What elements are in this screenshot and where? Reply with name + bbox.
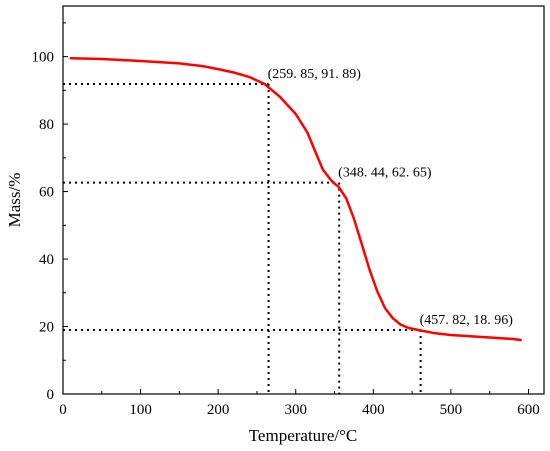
- x-tick-label: 400: [362, 402, 385, 418]
- y-tick-label: 80: [39, 117, 54, 133]
- y-axis-ticks: 0 20 40 60 80 100: [32, 22, 68, 403]
- x-tick-label: 100: [129, 402, 152, 418]
- y-tick-label: 0: [47, 387, 55, 403]
- x-tick-label: 300: [284, 402, 307, 418]
- x-tick-label: 200: [207, 402, 230, 418]
- mass-curve: [69, 57, 522, 342]
- annotation-label: (457. 82, 18. 96): [420, 313, 514, 328]
- y-tick-label: 40: [39, 252, 54, 268]
- annotation-label: (348. 44, 62. 65): [338, 166, 432, 181]
- x-tick-label: 0: [59, 402, 67, 418]
- x-axis-ticks: 0 100 200 300 400 500 600: [59, 389, 540, 418]
- y-tick-label: 60: [39, 185, 54, 201]
- y-tick-label: 100: [32, 50, 55, 66]
- annotations-group: (259. 85, 91. 89) (348. 44, 62. 65) (457. …: [268, 67, 514, 328]
- y-axis-title: Mass/%: [5, 173, 24, 228]
- y-tick-label: 20: [39, 320, 54, 336]
- annotation-label: (259. 85, 91. 89): [268, 67, 362, 82]
- series-group: [69, 57, 522, 342]
- guide-lines: [63, 82, 422, 394]
- x-tick-label: 500: [440, 402, 463, 418]
- x-tick-label: 600: [517, 402, 540, 418]
- plot-frame: [62, 5, 545, 395]
- x-axis-title: Temperature/°C: [249, 426, 358, 445]
